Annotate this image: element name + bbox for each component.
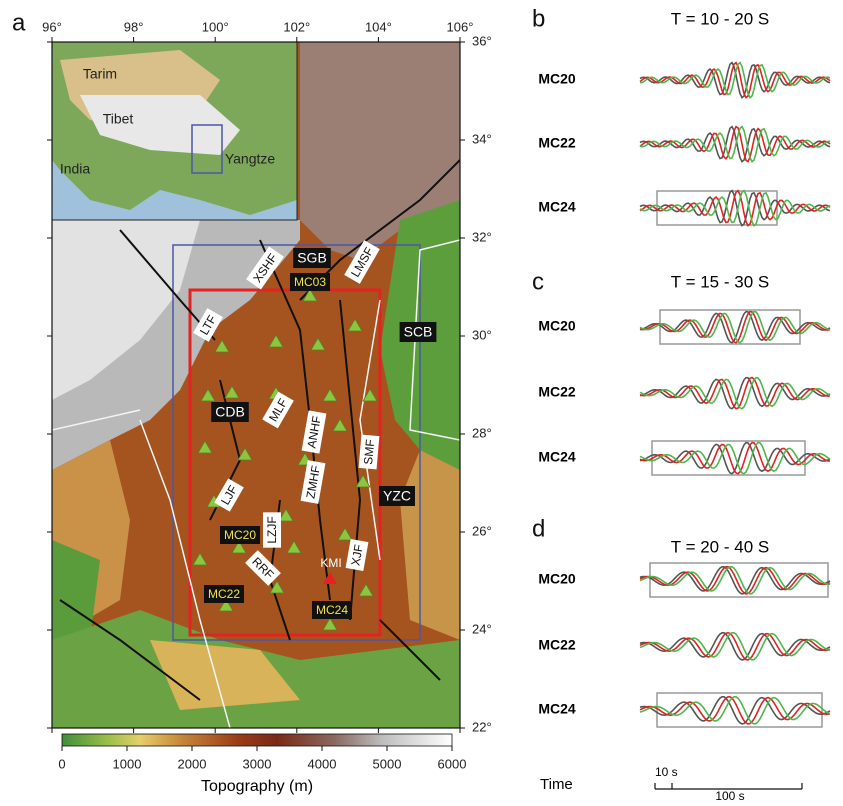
label-text: KMI [320, 556, 341, 570]
lat-tick-label: 22° [472, 719, 492, 734]
label-text: YZC [383, 488, 411, 504]
map-label: MC22 [204, 585, 244, 603]
colorbar-title: Topography (m) [201, 778, 313, 795]
label-text: SMF [361, 439, 377, 465]
inset-label: Tarim [83, 66, 117, 82]
panel-label: c [532, 268, 544, 295]
scale-label: Time [540, 776, 573, 793]
station-name: MC24 [538, 701, 576, 717]
waveform [640, 697, 830, 724]
inset-label: Tibet [103, 111, 134, 127]
lon-tick-label: 96° [42, 19, 62, 34]
label-text: MC24 [316, 603, 348, 617]
panel-label: d [532, 515, 545, 542]
map-label: MC20 [220, 526, 260, 544]
colorbar-tick-label: 1000 [113, 756, 142, 771]
map-label: LZJF [263, 512, 281, 547]
station-name: MC24 [538, 449, 576, 465]
colorbar-tick-label: 3000 [243, 756, 272, 771]
label-text: CDB [215, 404, 245, 420]
station-name: MC24 [538, 199, 576, 215]
station-name: MC22 [538, 135, 576, 151]
lat-tick-label: 32° [472, 229, 492, 244]
map-label: SGB [293, 248, 331, 268]
waveform [640, 567, 830, 594]
colorbar-tick-label: 2000 [178, 756, 207, 771]
station-name: MC22 [538, 637, 576, 653]
colorbar [62, 734, 452, 746]
figure: a b c d Topography (m) Time 10 s 100 s 9… [0, 0, 843, 801]
map [52, 42, 460, 728]
panel-title: T = 10 - 20 S [671, 9, 769, 28]
station-name: MC20 [538, 318, 576, 334]
colorbar-tick-label: 4000 [308, 756, 337, 771]
lon-tick-label: 102° [283, 19, 310, 34]
label-text: LZJF [265, 516, 279, 543]
label-text: MC20 [224, 528, 256, 542]
lon-tick-label: 98° [124, 19, 144, 34]
lat-tick-label: 30° [472, 327, 492, 342]
station-name: MC20 [538, 71, 576, 87]
label-text: SCB [404, 324, 433, 340]
lat-tick-label: 26° [472, 523, 492, 538]
map-label: SMF [359, 435, 380, 470]
lat-tick-label: 28° [472, 425, 492, 440]
map-label: YZC [379, 486, 415, 506]
panel-label: b [532, 5, 545, 32]
map-label: MC24 [312, 601, 352, 619]
inset-label: India [60, 161, 91, 177]
map-label: SCB [400, 322, 437, 342]
colorbar-tick-label: 0 [58, 756, 65, 771]
lon-tick-label: 106° [447, 19, 474, 34]
lat-tick-label: 36° [472, 33, 492, 48]
label-text: MC22 [208, 587, 240, 601]
scale-bar [655, 783, 802, 789]
map-label: CDB [211, 402, 249, 422]
colorbar-tick-label: 5000 [373, 756, 402, 771]
label-text: MC03 [294, 275, 326, 289]
panel-title: T = 15 - 30 S [671, 272, 769, 291]
panel-title: T = 20 - 40 S [671, 537, 769, 556]
station-name: MC22 [538, 384, 576, 400]
station-name: MC20 [538, 571, 576, 587]
waveform [640, 697, 830, 724]
colorbar-tick-label: 6000 [438, 756, 467, 771]
scale-long: 100 s [715, 789, 744, 801]
lat-tick-label: 24° [472, 621, 492, 636]
inset-label: Yangtze [225, 151, 276, 167]
waveform [640, 633, 830, 660]
waveform [640, 697, 830, 724]
map-label: MC03 [290, 273, 330, 291]
lon-tick-label: 100° [202, 19, 229, 34]
label-text: SGB [297, 250, 327, 266]
lon-tick-label: 104° [365, 19, 392, 34]
map-label: KMI [320, 556, 341, 570]
scale-short: 10 s [655, 765, 678, 779]
lat-tick-label: 34° [472, 131, 492, 146]
panel-label: a [12, 9, 26, 36]
